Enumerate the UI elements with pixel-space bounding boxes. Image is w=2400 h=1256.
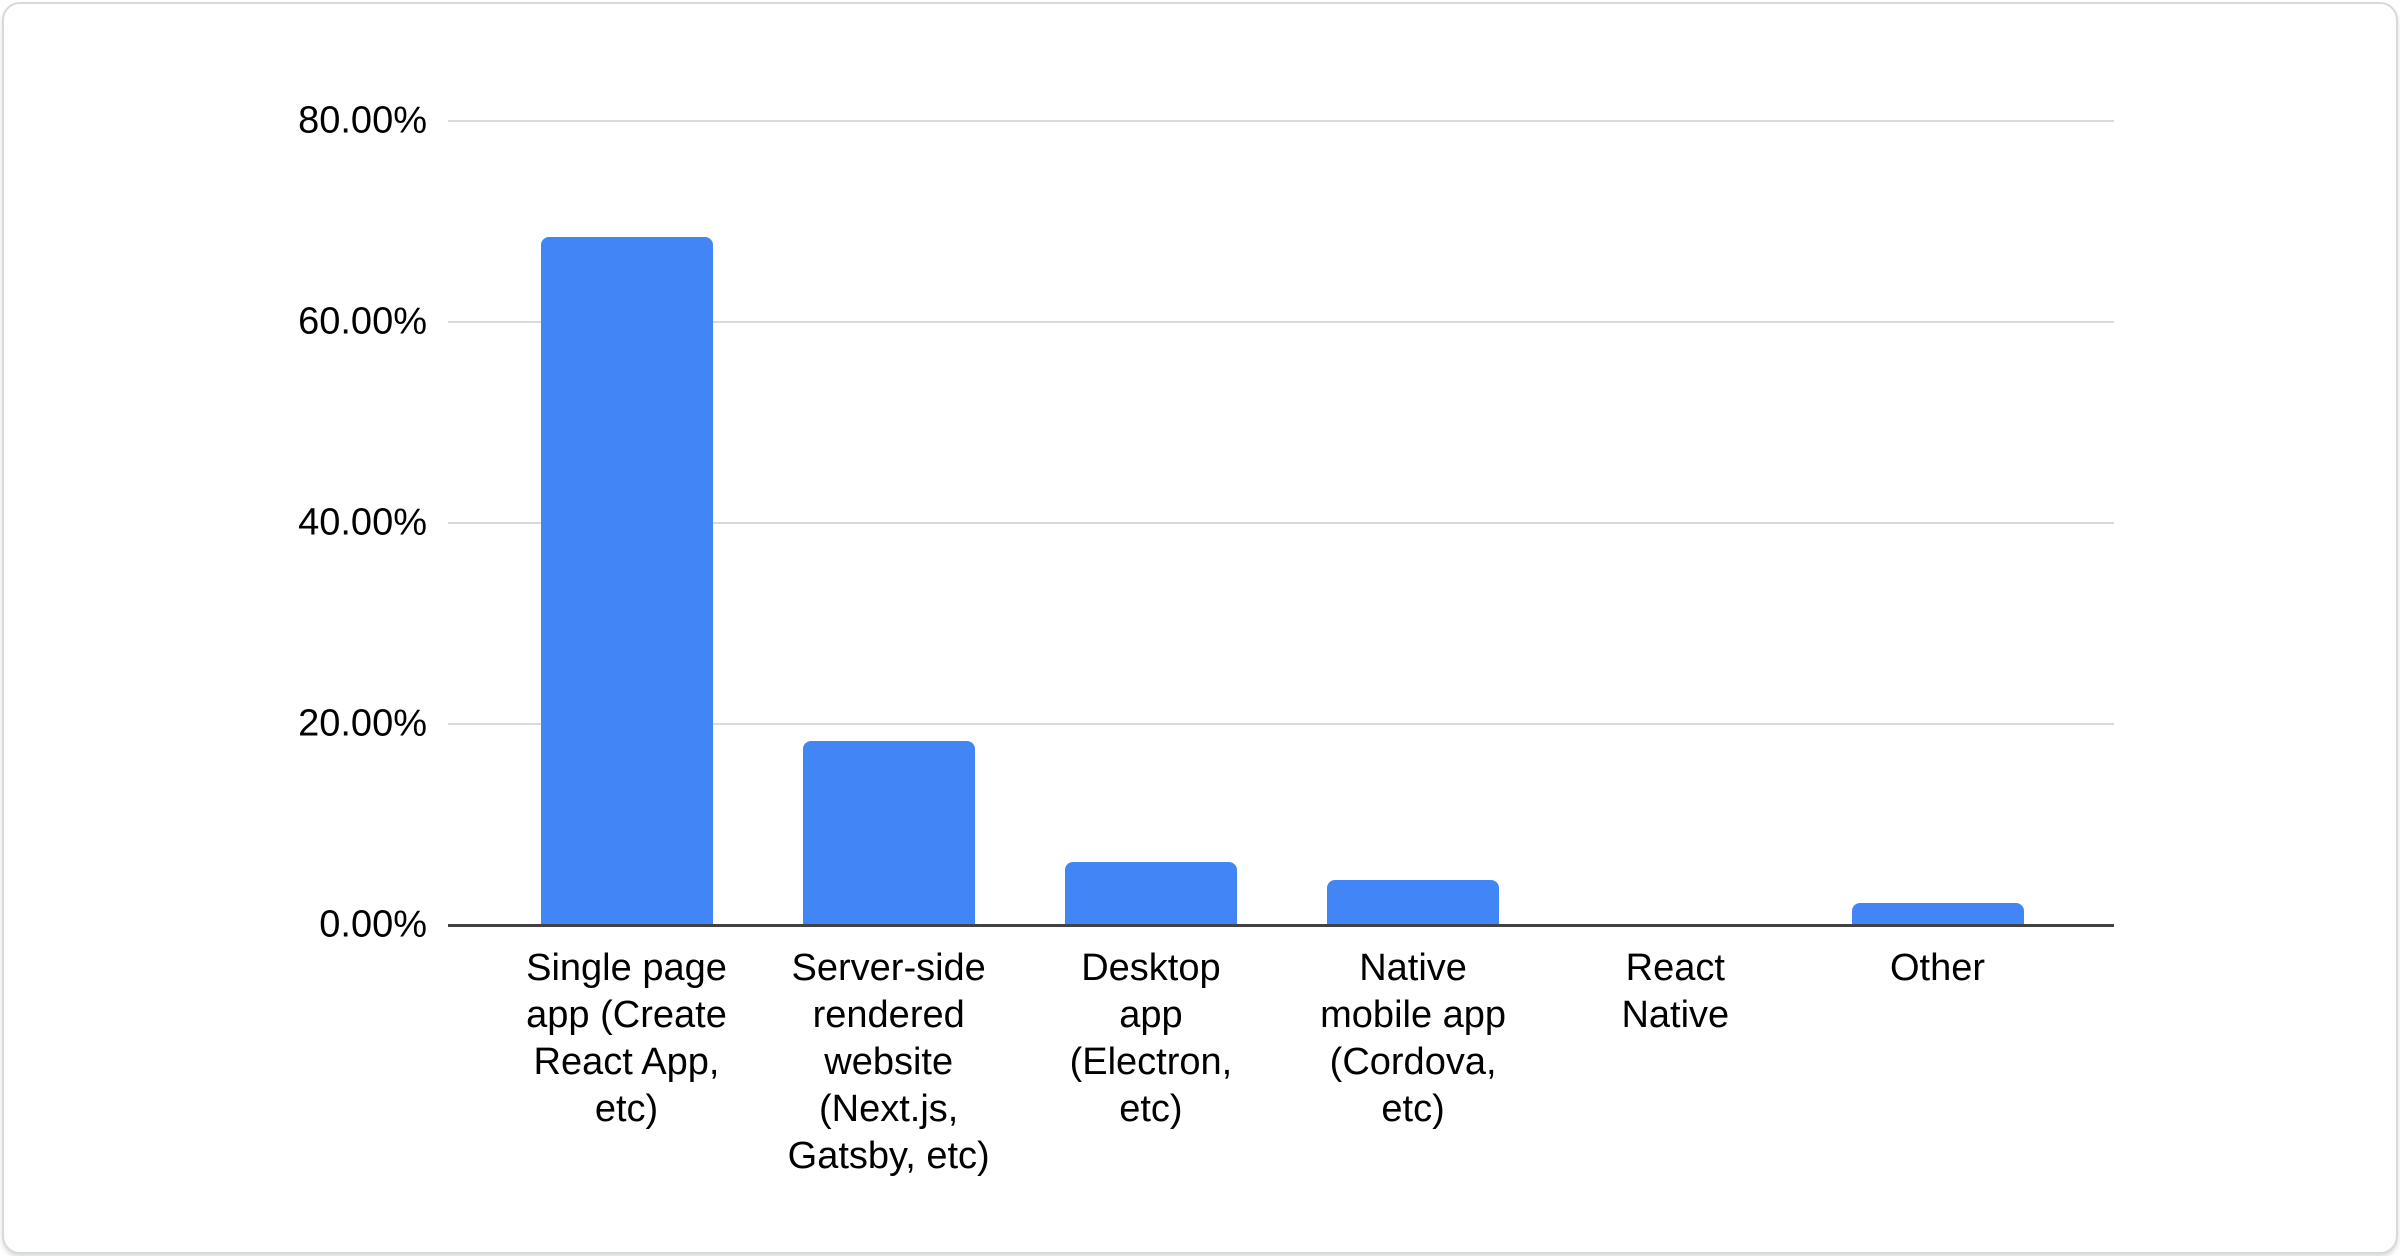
- x-tick-label-line: Server-side: [791, 947, 986, 989]
- x-tick-label-line: Native: [1621, 994, 1730, 1036]
- x-tick-label: Single page app (Create React App, etc): [477, 945, 777, 1133]
- y-tick-label: 60.00%: [298, 300, 427, 343]
- x-tick-label-line: app (Create: [526, 994, 727, 1036]
- x-tick-label: Other: [1788, 945, 2088, 992]
- x-tick-label-line: Gatsby, etc): [787, 1135, 990, 1177]
- x-tick-label-line: Single page: [526, 947, 727, 989]
- gridline: [448, 522, 2114, 524]
- x-tick-label-line: etc): [1119, 1088, 1183, 1130]
- bar: [540, 236, 713, 925]
- x-tick-label-line: rendered: [812, 994, 965, 1036]
- x-tick-label-line: (Next.js,: [819, 1088, 959, 1130]
- x-tick-label-line: React: [1625, 947, 1725, 989]
- x-tick-label: Native mobile app (Cordova, etc): [1263, 945, 1563, 1133]
- y-tick-label: 20.00%: [298, 702, 427, 745]
- x-tick-label-line: website: [824, 1041, 954, 1083]
- y-tick-label: 0.00%: [319, 903, 427, 946]
- x-tick-label: Desktop app (Electron, etc): [1001, 945, 1301, 1133]
- x-tick-label-line: etc): [594, 1088, 659, 1130]
- x-tick-label-line: React App,: [533, 1041, 720, 1083]
- gridline: [448, 723, 2114, 725]
- x-tick-label-line: Native: [1359, 947, 1467, 989]
- x-tick-label-line: etc): [1381, 1088, 1445, 1130]
- bar: [1851, 902, 2024, 925]
- gridline: [448, 120, 2114, 122]
- x-tick-label: React Native: [1525, 945, 1825, 1039]
- gridline: [448, 321, 2114, 323]
- y-tick-label: 40.00%: [298, 501, 427, 544]
- x-axis-line: [448, 924, 2114, 927]
- x-tick-label-line: app: [1119, 994, 1183, 1036]
- x-tick-label-line: (Cordova,: [1329, 1041, 1497, 1083]
- bar: [1064, 861, 1237, 925]
- x-tick-label-line: Desktop: [1081, 947, 1221, 989]
- x-tick-label-line: mobile app: [1320, 994, 1507, 1036]
- bar: [802, 741, 975, 925]
- x-tick-label-line: (Electron,: [1069, 1041, 1233, 1083]
- bar-chart: 0.00% 20.00% 40.00% 60.00% 80.00% Single page…: [4, 4, 2396, 1252]
- x-tick-label-line: Other: [1889, 947, 1986, 989]
- x-tick-label: Server-side rendered website (Next.js, Gatsb…: [739, 945, 1039, 1180]
- y-tick-label: 80.00%: [298, 99, 427, 142]
- bar: [1327, 879, 1500, 925]
